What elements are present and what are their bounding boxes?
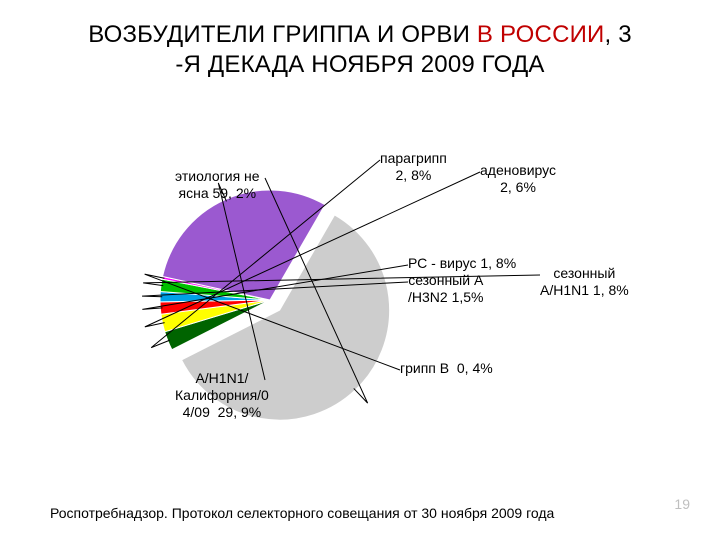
title-part3: , 3	[605, 21, 632, 48]
pie-label: A/H1N1/ Калифорния/0 4/09 29, 9%	[175, 370, 269, 420]
pie-label: сезонный А /H3N2 1,5%	[408, 272, 483, 306]
page-number: 19	[674, 496, 690, 512]
slide-root: ВОЗБУДИТЕЛИ ГРИППА И ОРВИ В РОССИИ, 3 -Я…	[0, 0, 720, 540]
footer-source: Роспотребнадзор. Протокол селекторного с…	[50, 505, 570, 523]
pie-label: грипп В 0, 4%	[400, 360, 493, 377]
pie-label: парагрипп 2, 8%	[380, 150, 447, 184]
pie-label: аденовирус 2, 6%	[480, 162, 556, 196]
title-part2: В РОССИИ	[477, 21, 605, 48]
pie-label: этиология не ясна 59, 2%	[175, 168, 260, 202]
pie-label: РС - вирус 1, 8%	[408, 255, 516, 272]
title-part1: ВОЗБУДИТЕЛИ ГРИППА И ОРВИ	[88, 21, 477, 48]
title-line2: -Я ДЕКАДА НОЯБРЯ 2009 ГОДА	[175, 51, 544, 78]
slide-title: ВОЗБУДИТЕЛИ ГРИППА И ОРВИ В РОССИИ, 3 -Я…	[50, 20, 670, 80]
pie-chart: этиология не ясна 59, 2% парагрипп 2, 8% а…	[0, 120, 720, 460]
pie-label: сезонный A/H1N1 1, 8%	[540, 265, 629, 299]
